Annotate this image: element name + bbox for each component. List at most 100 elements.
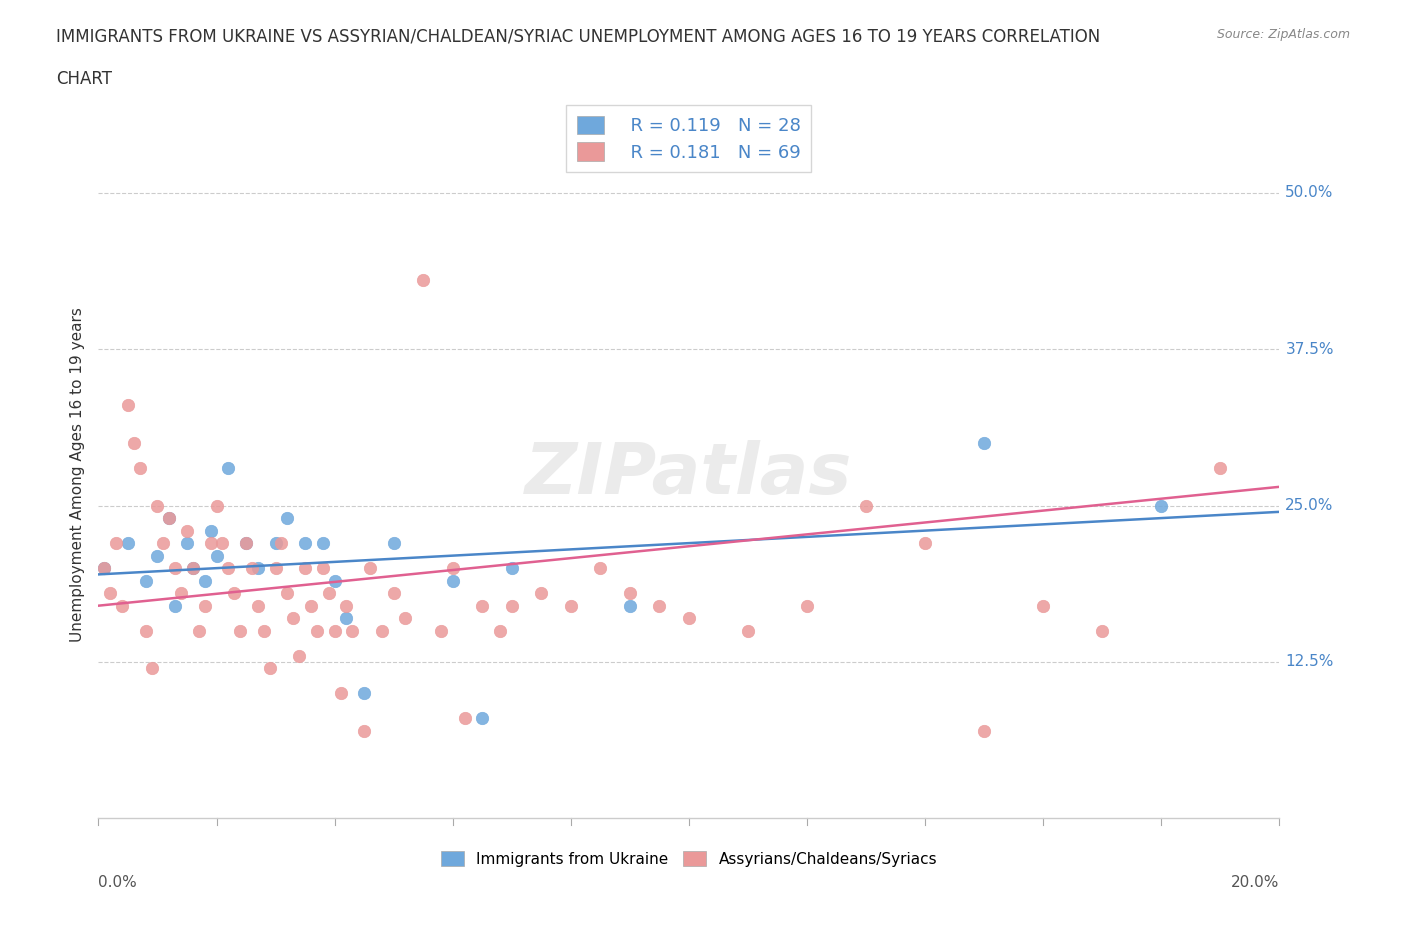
Point [312,536,335,551]
Point [205,498,228,513]
Point [117,398,139,413]
Point [619,586,641,601]
Point [270,536,292,551]
Point [283,611,305,626]
Point [441,573,464,588]
Point [200,536,222,551]
Point [253,623,276,638]
Point [246,598,269,613]
Point [122,435,145,450]
Point [353,685,375,700]
Point [217,460,239,475]
Point [264,561,287,576]
Point [737,623,759,638]
Point [128,460,150,475]
Point [1209,460,1232,475]
Point [501,598,523,613]
Point [471,598,494,613]
Point [229,623,252,638]
Point [205,548,228,563]
Point [489,623,512,638]
Point [973,724,995,738]
Text: CHART: CHART [56,70,112,87]
Point [394,611,416,626]
Point [259,661,281,676]
Point [135,573,157,588]
Point [318,586,340,601]
Point [353,724,375,738]
Point [335,598,357,613]
Point [157,511,180,525]
Point [146,548,169,563]
Point [211,536,233,551]
Point [187,623,209,638]
Point [382,586,405,601]
Point [246,561,269,576]
Point [589,561,612,576]
Point [98,586,121,601]
Point [176,536,198,551]
Point [678,611,700,626]
Point [141,661,163,676]
Text: 25.0%: 25.0% [1285,498,1334,513]
Text: IMMIGRANTS FROM UKRAINE VS ASSYRIAN/CHALDEAN/SYRIAC UNEMPLOYMENT AMONG AGES 16 T: IMMIGRANTS FROM UKRAINE VS ASSYRIAN/CHAL… [56,28,1101,46]
Point [299,598,322,613]
Point [335,611,357,626]
Point [93,561,115,576]
Point [135,623,157,638]
Point [157,511,180,525]
Point [217,561,239,576]
Point [342,623,364,638]
Point [648,598,671,613]
Point [165,561,187,576]
Point [200,524,222,538]
Point [224,586,246,601]
Point [146,498,169,513]
Point [240,561,263,576]
Text: 37.5%: 37.5% [1285,341,1334,357]
Point [1091,623,1114,638]
Point [359,561,381,576]
Point [165,598,187,613]
Point [194,598,217,613]
Point [560,598,582,613]
Point [430,623,453,638]
Point [170,586,193,601]
Point [235,536,257,551]
Point [294,561,316,576]
Point [105,536,128,551]
Point [914,536,936,551]
Point [181,561,204,576]
Point [176,524,198,538]
Point [294,536,316,551]
Point [453,711,475,725]
Point [329,685,352,700]
Point [323,623,346,638]
Legend:   R = 0.119   N = 28,   R = 0.181   N = 69: R = 0.119 N = 28, R = 0.181 N = 69 [567,105,811,172]
Text: 12.5%: 12.5% [1285,655,1334,670]
Point [973,435,995,450]
Point [371,623,394,638]
Point [152,536,174,551]
Point [288,648,311,663]
Point [117,536,139,551]
Point [264,536,287,551]
Point [471,711,494,725]
Point [501,561,523,576]
Point [323,573,346,588]
Point [276,586,298,601]
Point [1150,498,1173,513]
Text: 50.0%: 50.0% [1285,185,1334,200]
Point [412,272,434,287]
Point [93,561,115,576]
Point [1032,598,1054,613]
Point [181,561,204,576]
Point [530,586,553,601]
Text: Source: ZipAtlas.com: Source: ZipAtlas.com [1216,28,1350,41]
Point [312,561,335,576]
Point [235,536,257,551]
Text: 0.0%: 0.0% [98,875,138,890]
Text: 20.0%: 20.0% [1232,875,1279,890]
Point [619,598,641,613]
Point [305,623,328,638]
